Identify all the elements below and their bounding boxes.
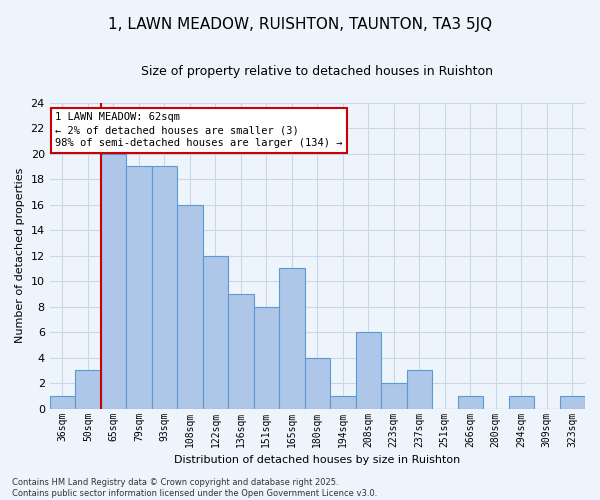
Bar xyxy=(560,396,585,408)
Bar xyxy=(458,396,483,408)
Bar xyxy=(279,268,305,408)
Text: 1, LAWN MEADOW, RUISHTON, TAUNTON, TA3 5JQ: 1, LAWN MEADOW, RUISHTON, TAUNTON, TA3 5… xyxy=(108,18,492,32)
Bar xyxy=(228,294,254,408)
Bar xyxy=(330,396,356,408)
Bar xyxy=(152,166,177,408)
Bar xyxy=(305,358,330,408)
X-axis label: Distribution of detached houses by size in Ruishton: Distribution of detached houses by size … xyxy=(174,455,460,465)
Y-axis label: Number of detached properties: Number of detached properties xyxy=(15,168,25,344)
Bar xyxy=(101,154,126,408)
Bar xyxy=(356,332,381,408)
Bar xyxy=(509,396,534,408)
Title: Size of property relative to detached houses in Ruishton: Size of property relative to detached ho… xyxy=(142,65,493,78)
Text: Contains HM Land Registry data © Crown copyright and database right 2025.
Contai: Contains HM Land Registry data © Crown c… xyxy=(12,478,377,498)
Text: 1 LAWN MEADOW: 62sqm
← 2% of detached houses are smaller (3)
98% of semi-detache: 1 LAWN MEADOW: 62sqm ← 2% of detached ho… xyxy=(55,112,343,148)
Bar xyxy=(203,256,228,408)
Bar xyxy=(177,204,203,408)
Bar xyxy=(254,306,279,408)
Bar xyxy=(126,166,152,408)
Bar xyxy=(75,370,101,408)
Bar xyxy=(50,396,75,408)
Bar xyxy=(381,383,407,408)
Bar xyxy=(407,370,432,408)
